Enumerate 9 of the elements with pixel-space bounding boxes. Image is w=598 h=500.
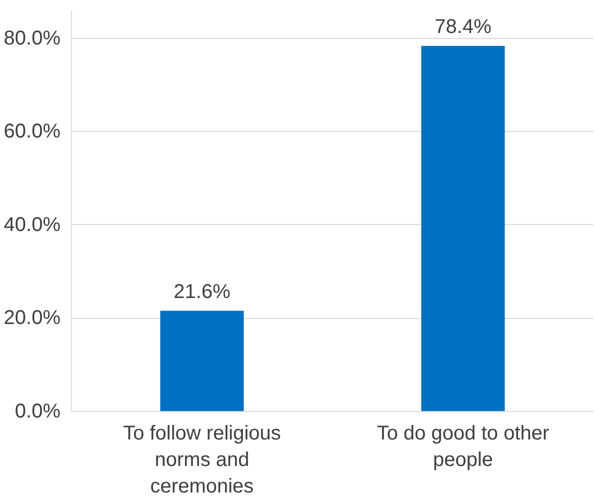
x-tick-label: To follow religious norms and ceremonies bbox=[123, 422, 281, 498]
y-tick-label: 40.0% bbox=[4, 214, 61, 236]
y-tick-label: 0.0% bbox=[14, 400, 61, 422]
y-tick-label: 80.0% bbox=[4, 27, 61, 50]
x-tick-label: To do good to other people bbox=[376, 422, 550, 471]
data-label: 21.6% bbox=[174, 280, 231, 303]
y-tick-label: 60.0% bbox=[4, 120, 61, 143]
data-label: 78.4% bbox=[434, 16, 492, 38]
y-tick-label: 20.0% bbox=[4, 307, 61, 330]
